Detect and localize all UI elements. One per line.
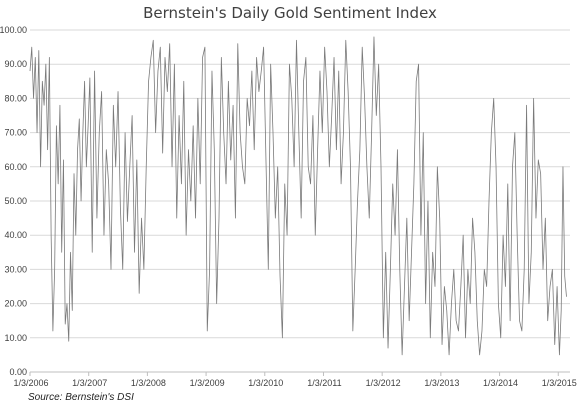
series-layer (29, 36, 567, 356)
y-tick-label: 40.00 (4, 230, 27, 240)
y-tick-label: 30.00 (4, 264, 27, 274)
x-tick-label: 1/3/2007 (72, 378, 107, 388)
chart-title: Bernstein's Daily Gold Sentiment Index (143, 4, 437, 22)
y-tick-label: 60.00 (4, 162, 27, 172)
x-tick-label: 1/3/2014 (483, 378, 518, 388)
x-tick-label: 1/3/2009 (190, 378, 225, 388)
x-tick-label: 1/3/2012 (366, 378, 401, 388)
y-tick-label: 70.00 (4, 128, 27, 138)
y-tick-label: 50.00 (4, 196, 27, 206)
source-note: Source: Bernstein's DSI (28, 392, 134, 403)
x-tick-label: 1/3/2010 (248, 378, 283, 388)
x-axis-ticks: 1/3/2006 1/3/2007 1/3/2008 1/3/2009 1/3/2010… (13, 372, 577, 388)
x-tick-label: 1/3/2013 (424, 378, 459, 388)
x-tick-label: 1/3/2015 (542, 378, 577, 388)
y-tick-label: 100.00 (0, 25, 27, 35)
x-tick-label: 1/3/2006 (13, 378, 48, 388)
x-tick-label: 1/3/2011 (307, 378, 341, 388)
y-axis-ticks: 0.00 10.00 20.00 30.00 40.00 50.00 60.00 70.00 8… (0, 25, 27, 377)
y-tick-label: 90.00 (4, 59, 27, 69)
y-tick-label: 20.00 (4, 299, 27, 309)
y-tick-label: 10.00 (4, 333, 27, 343)
x-tick-label: 1/3/2008 (131, 378, 166, 388)
y-tick-label: 80.00 (4, 93, 27, 103)
y-tick-label: 0.00 (9, 367, 27, 377)
series-line (29, 36, 567, 356)
